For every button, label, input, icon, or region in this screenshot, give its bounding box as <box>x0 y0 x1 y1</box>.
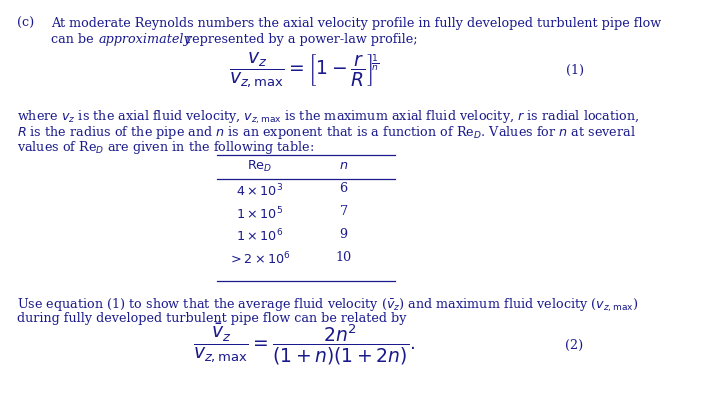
Text: Use equation (1) to show that the average fluid velocity ($\bar{v}_z$) and maxim: Use equation (1) to show that the averag… <box>17 297 638 314</box>
Text: At moderate Reynolds numbers the axial velocity profile in fully developed turbu: At moderate Reynolds numbers the axial v… <box>51 17 661 30</box>
Text: $4 \times 10^3$: $4 \times 10^3$ <box>236 182 283 199</box>
Text: 6: 6 <box>339 182 348 195</box>
Text: $\mathrm{Re}_D$: $\mathrm{Re}_D$ <box>247 158 272 174</box>
Text: (c): (c) <box>17 17 35 30</box>
Text: 7: 7 <box>339 205 348 218</box>
Text: $\dfrac{v_z}{v_{z,\mathrm{max}}} = \left[1 - \dfrac{r}{R}\right]^{\!\frac{1}{n}}: $\dfrac{v_z}{v_{z,\mathrm{max}}} = \left… <box>229 51 380 90</box>
Text: where $v_z$ is the axial fluid velocity, $v_{z,\mathrm{max}}$ is the maximum axi: where $v_z$ is the axial fluid velocity,… <box>17 109 640 126</box>
Text: 10: 10 <box>336 251 351 264</box>
Text: $R$ is the radius of the pipe and $n$ is an exponent that is a function of Re$_D: $R$ is the radius of the pipe and $n$ is… <box>17 124 636 141</box>
Text: (1): (1) <box>566 64 584 77</box>
Text: approximately: approximately <box>98 33 191 46</box>
Text: $n$: $n$ <box>339 158 348 172</box>
Text: values of Re$_D$ are given in the following table:: values of Re$_D$ are given in the follow… <box>17 139 314 156</box>
Text: can be: can be <box>51 33 97 46</box>
Text: 9: 9 <box>339 228 348 241</box>
Text: (2): (2) <box>565 339 584 352</box>
Text: $\dfrac{\bar{v}_z}{v_{z,\mathrm{max}}} = \dfrac{2n^2}{(1+n)(1+2n)}.$: $\dfrac{\bar{v}_z}{v_{z,\mathrm{max}}} =… <box>193 322 416 367</box>
Text: during fully developed turbulent pipe flow can be related by: during fully developed turbulent pipe fl… <box>17 312 407 325</box>
Text: $1 \times 10^6$: $1 \times 10^6$ <box>236 228 283 245</box>
Text: $> 2 \times 10^6$: $> 2 \times 10^6$ <box>228 251 291 268</box>
Text: represented by a power-law profile;: represented by a power-law profile; <box>182 33 417 46</box>
Text: $1 \times 10^5$: $1 \times 10^5$ <box>236 205 283 222</box>
